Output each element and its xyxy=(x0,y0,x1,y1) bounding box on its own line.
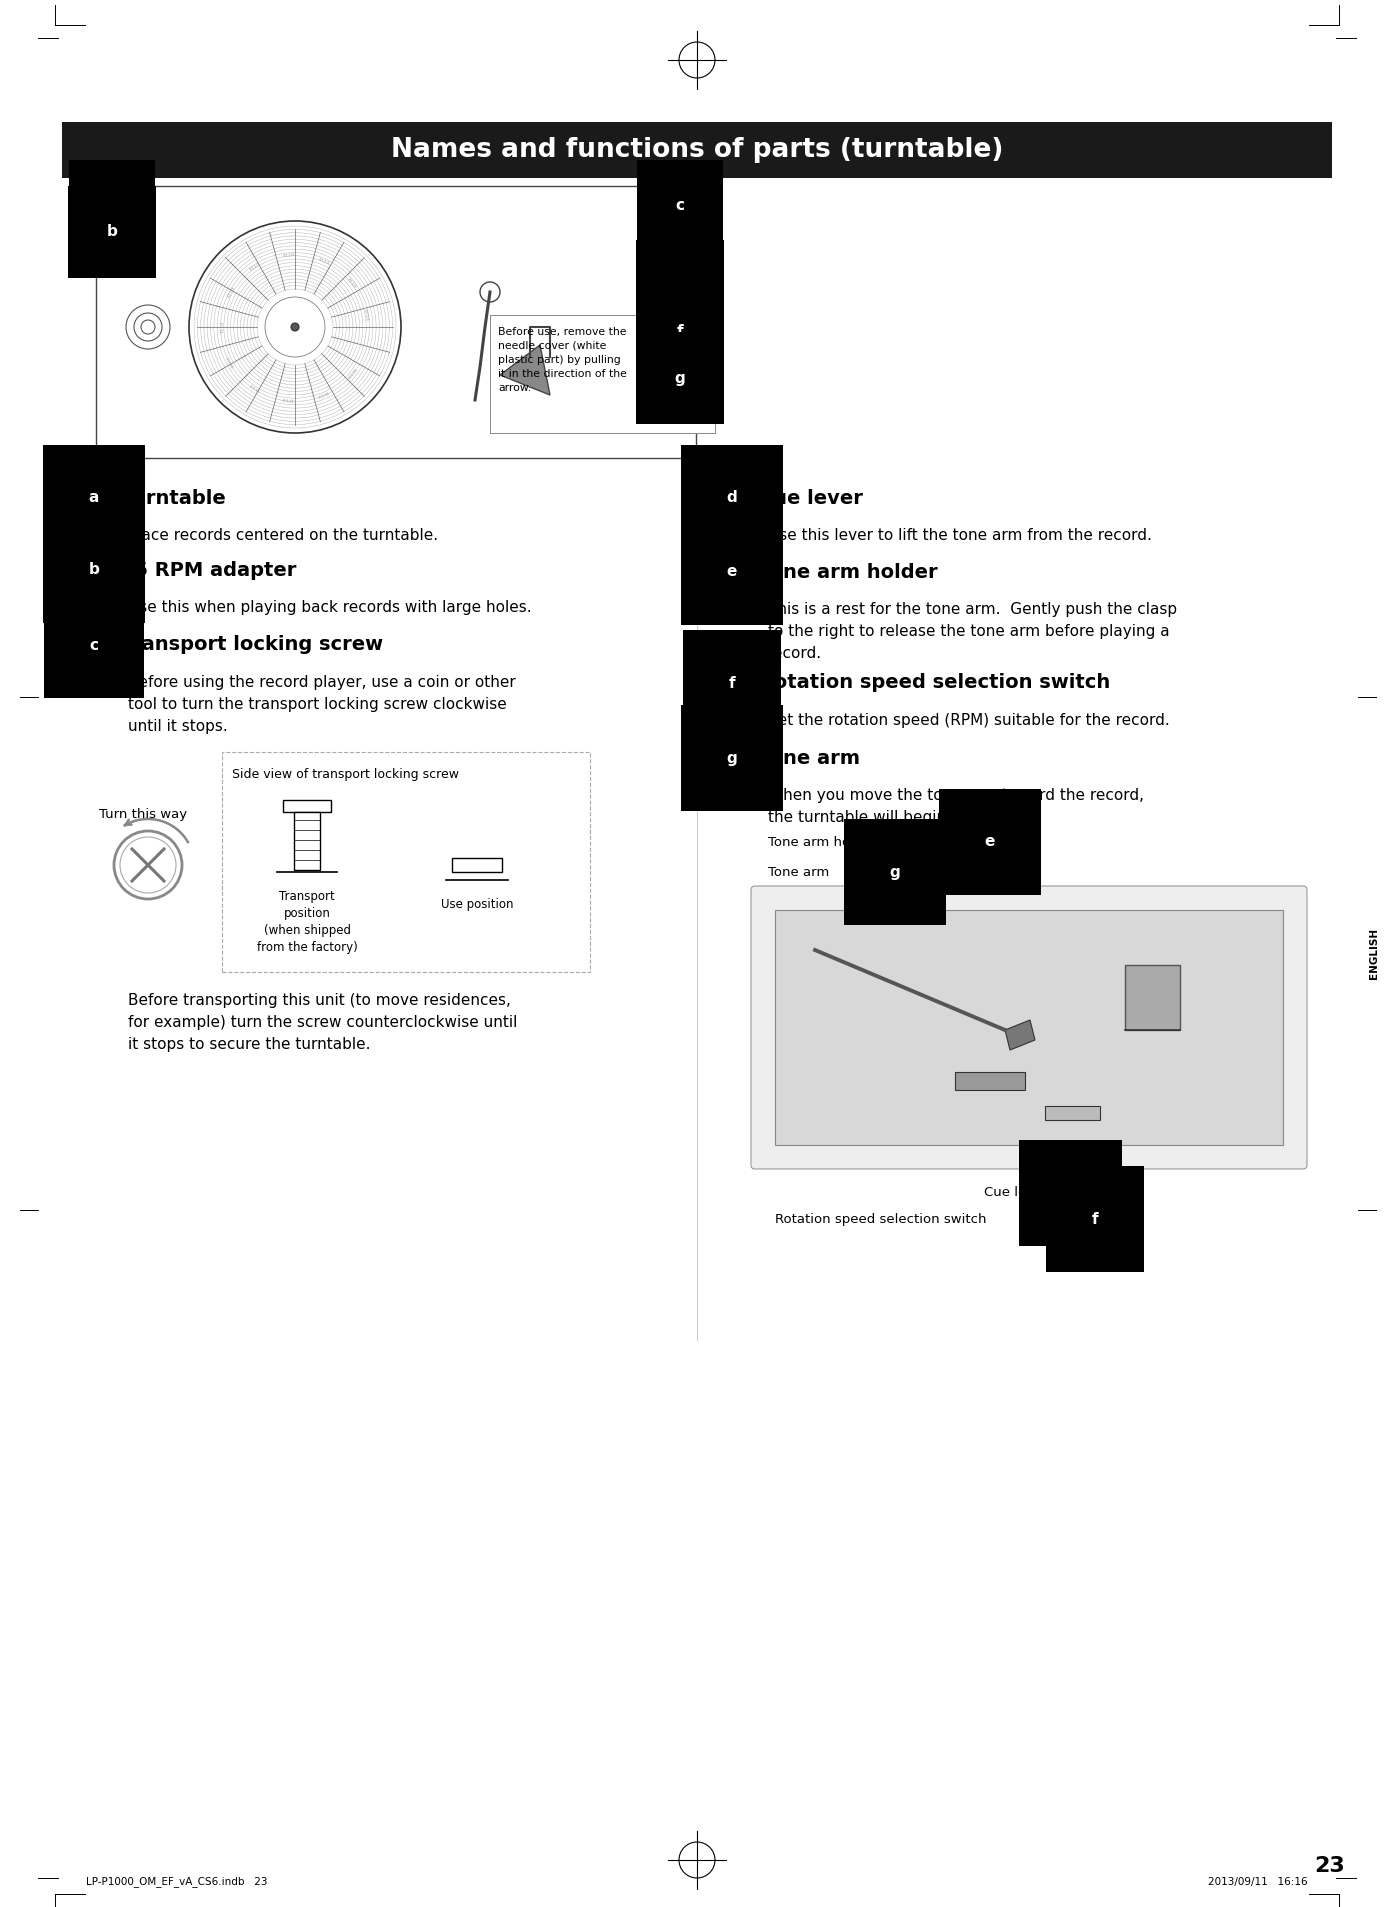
Text: Rotation speed selection switch: Rotation speed selection switch xyxy=(751,673,1110,692)
Text: ENGLISH: ENGLISH xyxy=(1369,927,1379,978)
Text: c: c xyxy=(676,198,684,214)
Text: Before use, remove the
needle cover (white
plastic part) by pulling
it in the di: Before use, remove the needle cover (whi… xyxy=(498,326,627,393)
Text: Place records centered on the turntable.: Place records centered on the turntable. xyxy=(128,528,438,543)
Text: 23: 23 xyxy=(1315,1856,1345,1876)
Text: Before transporting this unit (to move residences,
for example) turn the screw c: Before transporting this unit (to move r… xyxy=(128,994,517,1053)
Text: g: g xyxy=(726,751,737,765)
Circle shape xyxy=(291,322,298,332)
Text: Side view of transport locking screw: Side view of transport locking screw xyxy=(231,769,459,782)
Polygon shape xyxy=(500,345,551,395)
Text: LP-P1000_OM_EF_vA_CS6.indb   23: LP-P1000_OM_EF_vA_CS6.indb 23 xyxy=(86,1876,268,1888)
Text: g: g xyxy=(675,370,686,385)
Bar xyxy=(955,1072,1025,1091)
Text: f: f xyxy=(729,675,735,690)
Text: d: d xyxy=(675,278,686,294)
Bar xyxy=(222,751,590,973)
Text: Set the rotation speed (RPM) suitable for the record.: Set the rotation speed (RPM) suitable fo… xyxy=(768,713,1170,728)
Text: Use this when playing back records with large holes.: Use this when playing back records with … xyxy=(128,601,531,614)
Text: 33 1/3: 33 1/3 xyxy=(347,366,357,378)
Text: Turn this way: Turn this way xyxy=(99,809,187,822)
Text: Tone arm holder: Tone arm holder xyxy=(768,835,885,849)
Text: Tone arm: Tone arm xyxy=(751,749,860,767)
Text: b: b xyxy=(89,563,99,578)
Text: e: e xyxy=(984,835,995,849)
Text: Names and functions of parts (turntable): Names and functions of parts (turntable) xyxy=(390,137,1004,162)
Bar xyxy=(1046,1106,1100,1119)
Bar xyxy=(283,801,330,812)
Text: Cue lever: Cue lever xyxy=(751,488,863,507)
Bar xyxy=(294,812,321,870)
Polygon shape xyxy=(1005,1020,1034,1051)
Text: a: a xyxy=(89,490,99,505)
Text: 33 1/3: 33 1/3 xyxy=(318,389,329,397)
Text: 45 RPM adapter: 45 RPM adapter xyxy=(114,561,297,580)
Text: Tone arm: Tone arm xyxy=(768,866,838,879)
Text: Use position: Use position xyxy=(441,898,513,912)
Text: Transport
position
(when shipped
from the factory): Transport position (when shipped from th… xyxy=(256,891,357,954)
FancyBboxPatch shape xyxy=(751,887,1308,1169)
Text: c: c xyxy=(89,637,99,652)
Text: Turntable: Turntable xyxy=(114,488,226,507)
Text: g: g xyxy=(889,864,901,879)
Text: Cue lever: Cue lever xyxy=(984,1186,1057,1200)
Text: 33 1/3: 33 1/3 xyxy=(227,286,236,299)
Text: When you move the tone arm toward the record,
the turntable will begin to turn.: When you move the tone arm toward the re… xyxy=(768,788,1144,826)
Bar xyxy=(491,315,715,433)
Text: Transport locking screw: Transport locking screw xyxy=(114,635,383,654)
Text: 33 1/3: 33 1/3 xyxy=(227,355,236,366)
Text: f: f xyxy=(1092,1211,1098,1226)
Text: e: e xyxy=(675,301,686,315)
Text: 33 1/3: 33 1/3 xyxy=(347,277,357,288)
Bar xyxy=(452,858,502,871)
Text: d: d xyxy=(726,490,737,505)
Text: 33 1/3: 33 1/3 xyxy=(362,309,369,320)
Text: This is a rest for the tone arm.  Gently push the clasp
to the right to release : This is a rest for the tone arm. Gently … xyxy=(768,603,1177,662)
Text: Before using the record player, use a coin or other
tool to turn the transport l: Before using the record player, use a co… xyxy=(128,675,516,734)
Text: 33 1/3: 33 1/3 xyxy=(250,261,261,271)
Text: Tone arm holder: Tone arm holder xyxy=(751,563,938,582)
Text: Rotation speed selection switch: Rotation speed selection switch xyxy=(775,1213,995,1226)
Text: 33 1/3: 33 1/3 xyxy=(250,383,261,393)
Text: d: d xyxy=(1065,1186,1076,1201)
Text: 33 1/3: 33 1/3 xyxy=(222,322,224,332)
Bar xyxy=(775,910,1282,1144)
Bar xyxy=(96,187,696,458)
Text: e: e xyxy=(726,564,737,580)
Text: 33 1/3: 33 1/3 xyxy=(318,257,329,265)
Text: 2013/09/11   16:16: 2013/09/11 16:16 xyxy=(1209,1876,1308,1888)
Text: f: f xyxy=(676,324,683,339)
Text: a: a xyxy=(107,198,117,214)
Text: b: b xyxy=(106,225,117,240)
Text: Use this lever to lift the tone arm from the record.: Use this lever to lift the tone arm from… xyxy=(768,528,1151,543)
Bar xyxy=(61,122,1333,177)
Bar xyxy=(1125,965,1179,1030)
Text: 33 1/3: 33 1/3 xyxy=(283,254,294,257)
Text: 33 1/3: 33 1/3 xyxy=(283,397,294,400)
